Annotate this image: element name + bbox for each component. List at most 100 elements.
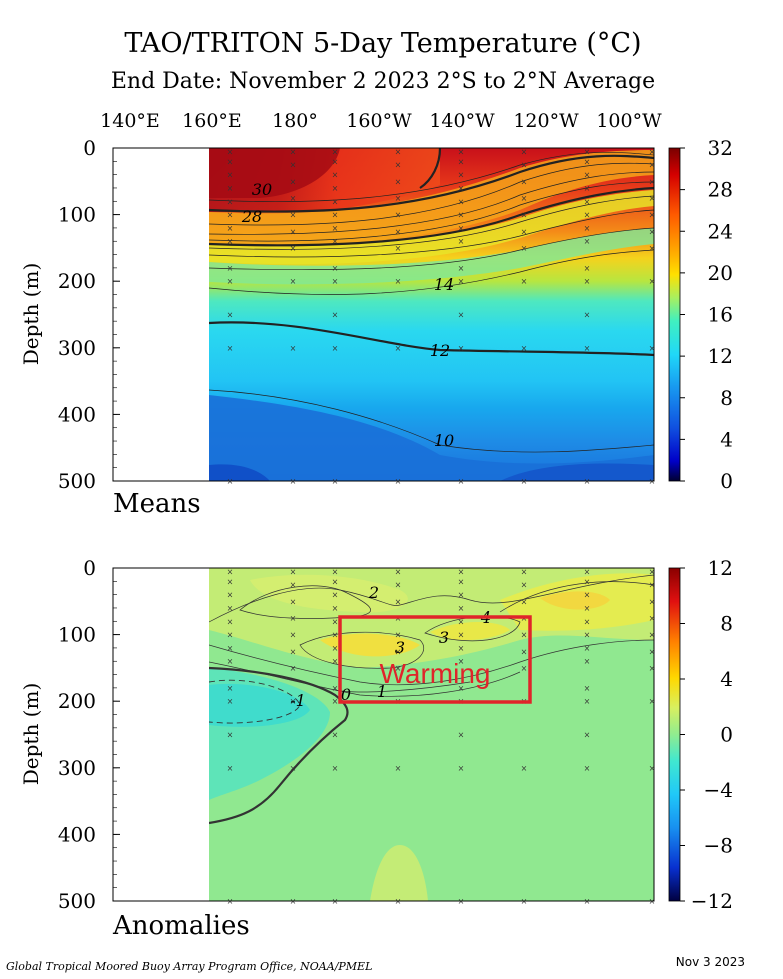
anomalies-buoy-markers: × × × × × × × × × × × × × × × × × × × × × × × × × × × × × × × × × × × × × × × ×…	[227, 567, 656, 906]
buoy-marker: ×	[290, 567, 297, 576]
longitude-label: 100°W	[596, 110, 662, 132]
buoy-marker: ×	[290, 664, 297, 673]
colorbar-tick-label: 28	[708, 178, 733, 202]
anomalies-panel-label: Anomalies	[112, 911, 250, 941]
buoy-marker: ×	[395, 477, 402, 486]
buoy-marker: ×	[649, 344, 656, 353]
chart-subtitle: End Date: November 2 2023 2°S to 2°N Ave…	[111, 69, 655, 94]
buoy-marker: ×	[395, 664, 402, 673]
buoy-marker: ×	[395, 597, 402, 606]
means-buoy-markers: × × × × × × × × × × × × × × × × × × × × × × × × × × × × × × × × × × × × × × × ×…	[227, 147, 656, 486]
y-tick-label: 0	[83, 556, 96, 580]
y-tick-label: 300	[58, 336, 96, 360]
buoy-marker: ×	[395, 567, 402, 576]
buoy-marker: ×	[584, 157, 591, 166]
colorbar-tick-label: 8	[720, 612, 733, 636]
buoy-marker: ×	[332, 697, 339, 706]
buoy-marker: ×	[290, 194, 297, 203]
buoy-marker: ×	[584, 657, 591, 666]
y-tick-label: 0	[83, 136, 96, 160]
buoy-marker: ×	[332, 604, 339, 613]
buoy-marker: ×	[332, 344, 339, 353]
buoy-marker: ×	[332, 211, 339, 220]
buoy-marker: ×	[521, 897, 528, 906]
buoy-marker: ×	[649, 647, 656, 656]
colorbar-tick-label: 8	[720, 386, 733, 410]
buoy-marker: ×	[584, 577, 591, 586]
buoy-marker: ×	[458, 477, 465, 486]
longitude-label: 140°W	[429, 110, 495, 132]
buoy-marker: ×	[458, 237, 465, 246]
buoy-marker: ×	[395, 277, 402, 286]
colorbar-tick-label: 12	[708, 556, 733, 580]
buoy-marker: ×	[458, 171, 465, 180]
buoy-marker: ×	[521, 477, 528, 486]
buoy-marker: ×	[521, 227, 528, 236]
buoy-marker: ×	[521, 344, 528, 353]
buoy-marker: ×	[227, 897, 234, 906]
contour-label: 30	[252, 180, 272, 199]
y-tick-label: 100	[58, 623, 96, 647]
buoy-marker: ×	[290, 647, 297, 656]
buoy-marker: ×	[649, 581, 656, 590]
buoy-marker: ×	[332, 197, 339, 206]
buoy-marker: ×	[290, 477, 297, 486]
buoy-marker: ×	[332, 277, 339, 286]
buoy-marker: ×	[584, 211, 591, 220]
anomalies-ylabel: Depth (m)	[19, 683, 43, 786]
buoy-marker: ×	[584, 684, 591, 693]
longitude-label: 160°W	[346, 110, 412, 132]
buoy-marker: ×	[395, 581, 402, 590]
buoy-marker: ×	[584, 604, 591, 613]
buoy-marker: ×	[521, 631, 528, 640]
buoy-marker: ×	[227, 157, 234, 166]
buoy-marker: ×	[227, 604, 234, 613]
buoy-marker: ×	[290, 764, 297, 773]
colorbar-tick-label: 0	[720, 723, 733, 747]
means-panel-label: Means	[113, 489, 201, 519]
buoy-marker: ×	[332, 577, 339, 586]
buoy-marker: ×	[584, 344, 591, 353]
buoy-marker: ×	[521, 147, 528, 156]
buoy-marker: ×	[227, 477, 234, 486]
buoy-marker: ×	[458, 684, 465, 693]
buoy-marker: ×	[395, 161, 402, 170]
means-y-ticks: 0 100 200 300 400 500	[58, 136, 120, 493]
buoy-marker: ×	[458, 211, 465, 220]
contour-label: 0	[341, 685, 351, 704]
buoy-marker: ×	[521, 277, 528, 286]
longitude-axis-labels: 140°E 160°E 180° 160°W 140°W 120°W 100°W	[100, 110, 662, 132]
longitude-label: 160°E	[182, 110, 242, 132]
anomalies-y-ticks: 0 100 200 300 400 500	[58, 556, 120, 913]
buoy-marker: ×	[458, 157, 465, 166]
buoy-marker: ×	[290, 597, 297, 606]
colorbar-tick-label: 16	[708, 303, 733, 327]
buoy-marker: ×	[227, 577, 234, 586]
buoy-marker: ×	[649, 477, 656, 486]
colorbar-tick-label: 4	[720, 667, 733, 691]
colorbar-tick-label: 20	[708, 261, 733, 285]
buoy-marker: ×	[521, 161, 528, 170]
buoy-marker: ×	[227, 617, 234, 626]
means-colorbar	[668, 147, 681, 482]
y-tick-label: 100	[58, 203, 96, 227]
buoy-marker: ×	[584, 567, 591, 576]
buoy-marker: ×	[584, 311, 591, 320]
buoy-marker: ×	[584, 264, 591, 273]
buoy-marker: ×	[332, 171, 339, 180]
buoy-marker: ×	[584, 477, 591, 486]
buoy-marker: ×	[332, 147, 339, 156]
buoy-marker: ×	[521, 581, 528, 590]
longitude-label: 120°W	[513, 110, 579, 132]
contour-label: 3	[395, 638, 405, 657]
y-tick-label: 200	[58, 269, 96, 293]
buoy-marker: ×	[458, 644, 465, 653]
longitude-label: 140°E	[100, 110, 160, 132]
means-colorbar-ticks: 32 28 24 20 16 12 8 4 0	[680, 136, 733, 493]
contour-label: -1	[290, 691, 306, 710]
buoy-marker: ×	[521, 597, 528, 606]
buoy-marker: ×	[332, 224, 339, 233]
colorbar-tick-label: 4	[720, 427, 733, 451]
buoy-marker: ×	[458, 264, 465, 273]
